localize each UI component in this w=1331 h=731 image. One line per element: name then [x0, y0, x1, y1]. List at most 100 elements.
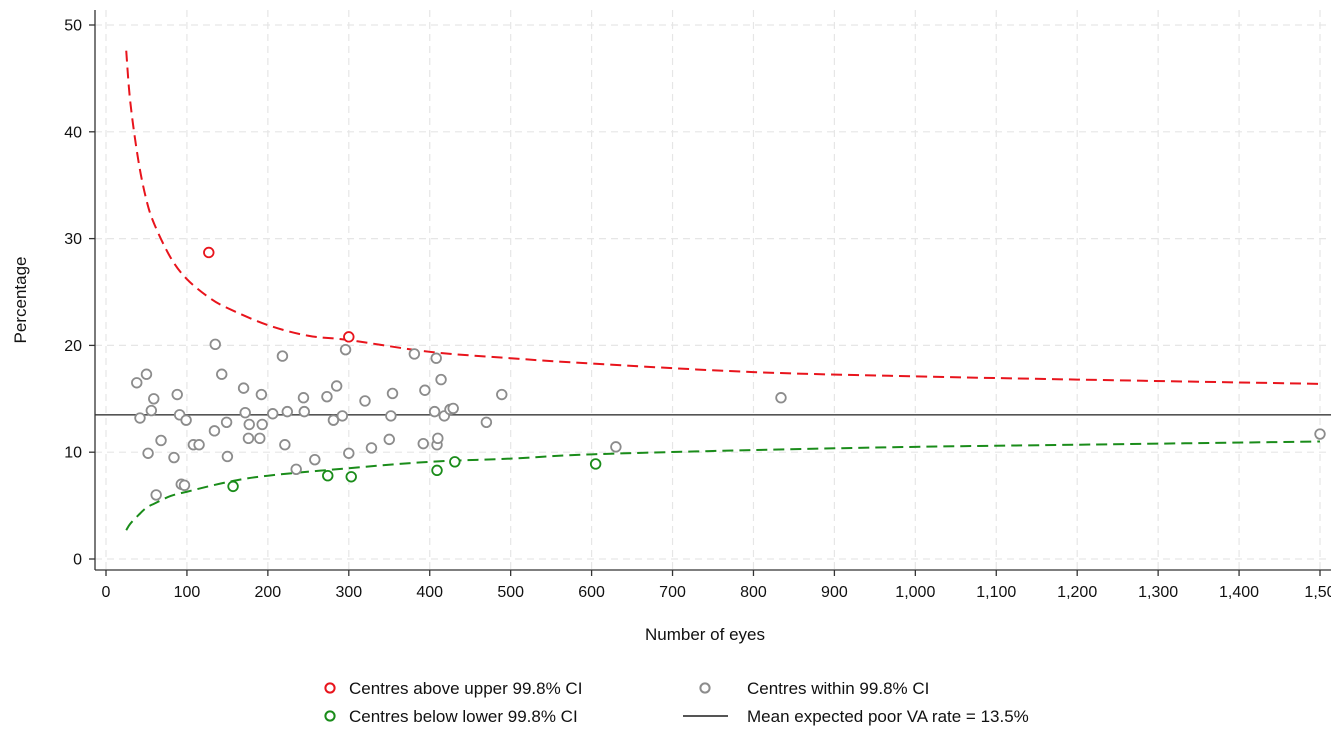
upper-ci-curve — [125, 50, 1321, 385]
y-axis-title: Percentage — [11, 257, 30, 344]
x-tick-label: 400 — [416, 584, 443, 601]
legend: Centres above upper 99.8% CI Centres wit… — [324, 679, 1029, 726]
data-points — [131, 246, 1326, 501]
legend-marker-above — [324, 682, 336, 694]
point-above-ci — [203, 246, 215, 259]
legend-label-below: Centres below lower 99.8% CI — [349, 707, 578, 726]
legend-label-within: Centres within 99.8% CI — [747, 679, 929, 698]
x-tick-label: 900 — [821, 584, 848, 601]
y-tick-label: 10 — [64, 445, 82, 462]
point-within-ci — [321, 390, 333, 403]
point-below-ci — [322, 469, 334, 482]
point-within-ci — [168, 451, 180, 464]
point-within-ci — [385, 410, 397, 422]
x-tick-label: 700 — [659, 584, 686, 601]
point-below-ci — [345, 471, 357, 483]
point-within-ci — [428, 405, 441, 418]
legend-marker-below — [324, 710, 336, 722]
point-below-ci — [431, 464, 443, 477]
y-tick-label: 40 — [64, 124, 82, 141]
x-tick-label: 800 — [740, 584, 767, 601]
point-within-ci — [216, 368, 228, 380]
lower-ci-curve — [125, 440, 1321, 531]
point-within-ci — [435, 373, 447, 386]
legend-label-above: Centres above upper 99.8% CI — [349, 679, 582, 698]
point-within-ci — [408, 348, 421, 360]
x-axis-title: Number of eyes — [645, 625, 765, 644]
point-within-ci — [330, 380, 343, 392]
point-within-ci — [256, 418, 268, 431]
point-within-ci — [134, 412, 146, 424]
grid — [95, 10, 1331, 570]
point-within-ci — [386, 387, 399, 400]
point-within-ci — [140, 368, 153, 380]
point-within-ci — [242, 432, 255, 445]
point-within-ci — [220, 416, 233, 428]
point-within-ci — [480, 416, 493, 428]
y-tick-label: 30 — [64, 231, 82, 248]
point-within-ci — [343, 447, 355, 459]
point-within-ci — [1314, 428, 1326, 440]
point-within-ci — [155, 434, 167, 447]
point-within-ci — [209, 338, 221, 351]
point-within-ci — [178, 479, 191, 492]
point-within-ci — [243, 418, 255, 431]
point-within-ci — [171, 388, 183, 401]
x-tick-label: 600 — [578, 584, 605, 601]
y-tick-label: 0 — [73, 552, 82, 569]
point-within-ci — [281, 405, 293, 418]
point-within-ci — [142, 447, 154, 459]
point-within-ci — [279, 439, 291, 451]
x-tick-label: 1,000 — [895, 584, 935, 601]
point-within-ci — [432, 432, 444, 445]
point-within-ci — [297, 392, 310, 404]
point-within-ci — [150, 489, 162, 501]
confidence-interval-curves — [125, 50, 1321, 531]
point-within-ci — [775, 392, 787, 404]
point-within-ci — [339, 343, 352, 356]
point-within-ci — [298, 405, 310, 418]
x-tick-label: 500 — [497, 584, 524, 601]
point-within-ci — [208, 425, 221, 437]
point-within-ci — [131, 377, 143, 389]
point-within-ci — [359, 395, 371, 407]
x-tick-label: 1,200 — [1057, 584, 1097, 601]
y-tick-label: 50 — [64, 18, 82, 35]
point-above-ci — [343, 331, 355, 343]
point-within-ci — [254, 432, 266, 445]
point-within-ci — [365, 442, 378, 454]
point-within-ci — [145, 404, 158, 417]
point-within-ci — [447, 402, 459, 415]
point-within-ci — [148, 393, 160, 405]
point-within-ci — [383, 433, 395, 446]
point-within-ci — [290, 463, 302, 475]
x-tick-label: 1,50 — [1304, 584, 1331, 601]
point-within-ci — [255, 388, 268, 401]
x-tick-label: 200 — [255, 584, 282, 601]
point-within-ci — [276, 350, 289, 362]
point-within-ci — [496, 388, 508, 401]
y-tick-label: 20 — [64, 338, 82, 355]
point-below-ci — [227, 480, 239, 493]
point-within-ci — [309, 453, 321, 466]
point-within-ci — [237, 382, 250, 394]
point-within-ci — [193, 439, 205, 451]
x-tick-label: 1,100 — [976, 584, 1016, 601]
x-tick-label: 100 — [174, 584, 201, 601]
x-tick-label: 0 — [102, 584, 111, 601]
legend-label-mean: Mean expected poor VA rate = 13.5% — [747, 707, 1029, 726]
point-below-ci — [449, 456, 461, 468]
x-tick-label: 1,300 — [1138, 584, 1178, 601]
point-below-ci — [589, 458, 602, 470]
point-within-ci — [239, 406, 251, 419]
point-within-ci — [267, 408, 279, 420]
point-within-ci — [221, 450, 234, 463]
x-tick-label: 1,400 — [1219, 584, 1259, 601]
legend-marker-within — [699, 682, 711, 694]
point-within-ci — [327, 414, 340, 426]
x-tick-label: 300 — [335, 584, 362, 601]
point-within-ci — [417, 437, 429, 450]
point-within-ci — [419, 384, 431, 396]
